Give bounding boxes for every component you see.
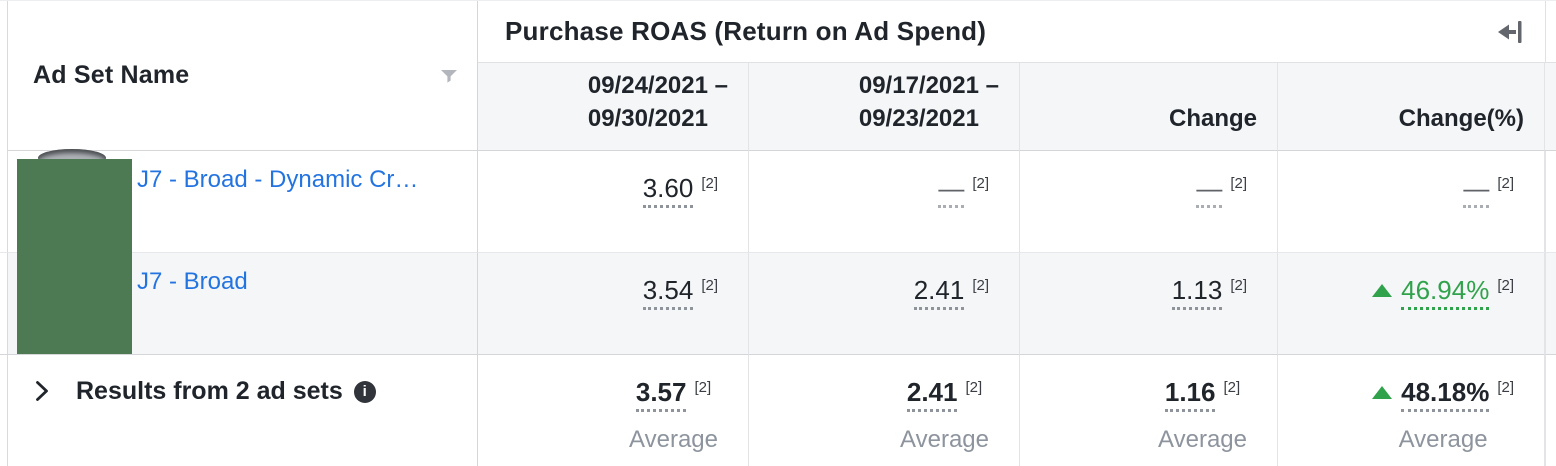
change-label: Change [1168,105,1257,132]
roas-current-cell: 3.60 [2] [478,151,749,253]
column-header-previous-period[interactable]: 09/17/2021 – 09/23/2021 [749,63,1020,151]
change-total-cell: 1.16 [2] Average [1020,355,1278,466]
roas-previous-total-cell: 2.41 [2] Average [749,355,1020,466]
change-cell: 1.13 [2] [1020,253,1278,355]
footnote-ref: [2] [1230,175,1247,192]
aggregation-label: Average [629,426,718,453]
roas-previous-cell: 2.41 [2] [749,253,1020,355]
roas-current-total-cell: 3.57 [2] Average [478,355,749,466]
collapse-column-icon[interactable] [1497,20,1523,44]
metric-value: 1.13 [1171,275,1223,310]
results-summary-label: Results from 2 ad sets [76,377,343,405]
metric-value: — [938,173,965,208]
triangle-up-icon [1372,386,1393,399]
metric-value: 2.41 [906,377,958,412]
footnote-ref: [2] [965,379,983,396]
triangle-up-icon [1372,284,1393,297]
ad-set-link[interactable]: J7 - Broad - Dynamic Cr… [137,166,419,193]
column-edge [1545,151,1556,253]
column-header-change-percent[interactable]: Change(%) [1278,63,1545,151]
table-left-gutter [0,1,8,151]
metric-value: 48.18% [1401,377,1490,412]
aggregation-label: Average [1158,426,1247,453]
footnote-ref: [2] [972,277,989,294]
aggregation-label: Average [900,426,989,453]
ad-set-name-label: Ad Set Name [33,61,190,89]
footnote-ref: [2] [701,277,718,294]
metric-value: 3.60 [642,173,694,208]
column-header-current-period[interactable]: 09/24/2021 – 09/30/2021 [478,63,749,151]
footnote-ref: [2] [701,175,718,192]
change-cell: — [2] [1020,151,1278,253]
metric-value: 46.94% [1401,275,1490,310]
footnote-ref: [2] [1497,175,1514,192]
metric-value: 2.41 [913,275,965,310]
table-left-gutter [0,151,8,253]
table-left-gutter [0,253,8,355]
change-percent-cell: — [2] [1278,151,1545,253]
change-percent-total-cell: 48.18% [2] Average [1278,355,1545,466]
footnote-ref: [2] [694,379,712,396]
metric-value: — [1463,173,1490,208]
date-range-label: 09/24/2021 – 09/30/2021 [587,72,728,132]
metric-value: 1.16 [1164,377,1216,412]
results-summary-cell: Results from 2 ad sets i [8,355,478,466]
info-circle-icon[interactable]: i [353,380,376,403]
column-edge [1545,1,1556,63]
metric-section-header: Purchase ROAS (Return on Ad Spend) [478,1,1545,63]
filter-funnel-icon[interactable] [441,69,457,83]
change-percent-cell: 46.94% [2] [1278,253,1545,355]
redacted-thumbnail-block [17,159,132,354]
footnote-ref: [2] [1223,379,1241,396]
change-percent-label: Change(%) [1398,105,1524,132]
metric-value: 3.57 [635,377,687,412]
metric-value: 3.54 [642,275,694,310]
metric-title: Purchase ROAS (Return on Ad Spend) [505,16,987,46]
date-range-label: 09/17/2021 – 09/23/2021 [858,72,999,132]
footnote-ref: [2] [972,175,989,192]
ad-set-link[interactable]: J7 - Broad [137,268,248,295]
aggregation-label: Average [1398,426,1488,453]
column-edge [1545,355,1556,466]
column-edge [1545,253,1556,355]
column-header-change[interactable]: Change [1020,63,1278,151]
roas-current-cell: 3.54 [2] [478,253,749,355]
footnote-ref: [2] [1497,277,1514,294]
table-left-gutter [0,355,8,466]
column-header-ad-set-name[interactable]: Ad Set Name [8,1,478,151]
footnote-ref: [2] [1497,379,1514,396]
metric-value: — [1196,173,1223,208]
chevron-right-icon[interactable] [35,380,49,402]
footnote-ref: [2] [1230,277,1247,294]
roas-previous-cell: — [2] [749,151,1020,253]
column-edge [1545,63,1556,151]
